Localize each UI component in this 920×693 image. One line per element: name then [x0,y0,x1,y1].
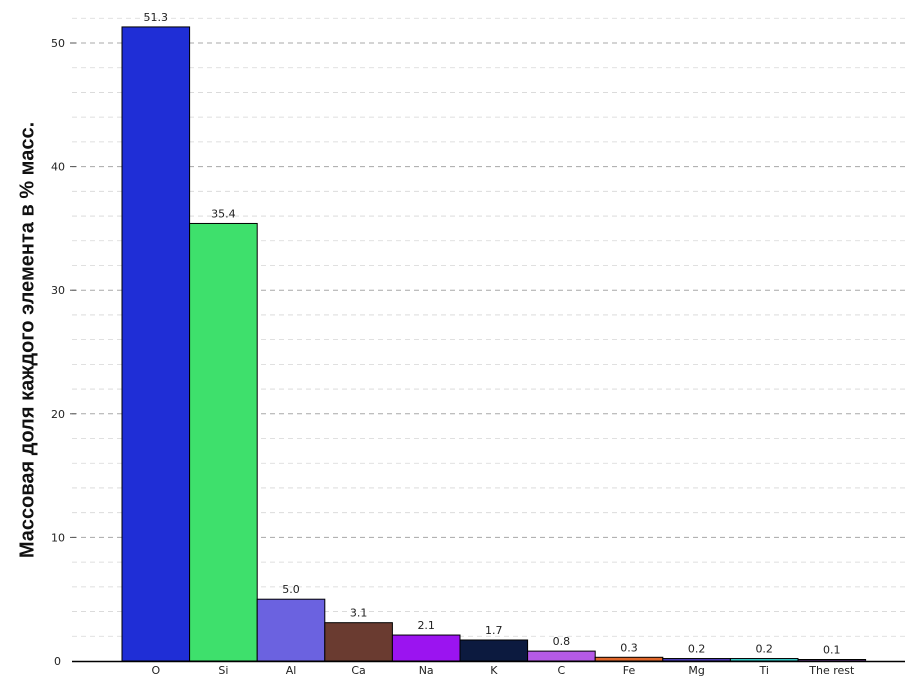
value-label: 5.0 [282,583,300,596]
bar-ti [729,658,799,662]
y-tick-label: 10 [51,531,65,544]
value-label: 0.8 [553,635,571,648]
x-tick-label: Mg [688,664,704,677]
x-axis-ticks: O Si Al Ca Na K C Fe Mg Ti The rest [151,664,855,677]
x-tick-label: Ti [758,664,768,677]
x-tick-label: O [151,664,160,677]
x-tick-label: Si [218,664,228,677]
value-labels: 51.3 35.4 5.0 3.1 2.1 1.7 0.8 0.3 0.2 0.2 0.1 [144,11,841,657]
x-tick-label: K [490,664,498,677]
x-tick-label: The rest [808,664,855,677]
x-tick-label: Al [286,664,297,677]
value-label: 1.7 [485,624,503,637]
value-label: 2.1 [417,619,435,632]
bar-c [527,650,596,662]
value-label: 35.4 [211,207,236,220]
y-tick-label: 40 [51,161,65,174]
x-tick-label: Ca [351,664,365,677]
bar-ca [324,622,393,662]
bars [121,26,867,662]
value-label: 0.3 [620,641,638,654]
y-axis-ticks: 0 10 20 30 40 50 [51,37,76,668]
bar-al [256,598,326,662]
value-label: 3.1 [350,607,368,620]
x-tick-label: Na [419,664,434,677]
bar-fe [594,656,664,662]
y-tick-label: 30 [51,284,65,297]
bar-k [459,639,529,662]
value-label: 0.2 [755,643,773,656]
x-tick-label: C [558,664,566,677]
value-label: 0.2 [688,643,706,656]
value-label: 0.1 [823,644,841,657]
value-label: 51.3 [144,11,169,24]
bar-o [121,26,191,662]
bar-si [189,222,258,662]
y-tick-label: 20 [51,408,65,421]
y-tick-label: 50 [51,37,65,50]
y-tick-label: 0 [54,655,61,668]
x-tick-label: Fe [623,664,636,677]
bar-mg [662,658,731,662]
bar-na [391,634,461,662]
